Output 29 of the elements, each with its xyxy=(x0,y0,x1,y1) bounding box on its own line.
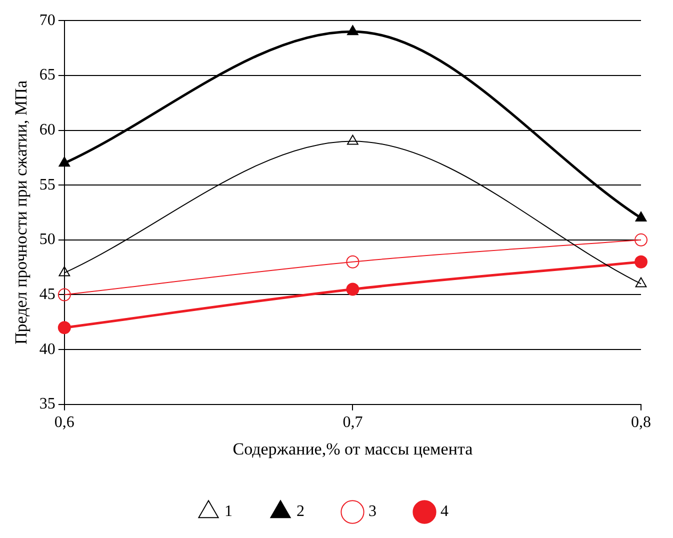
y-tick-label: 70 xyxy=(39,12,56,29)
legend-label: 3 xyxy=(368,503,376,520)
point xyxy=(634,255,648,268)
legend-label: 2 xyxy=(296,503,304,520)
y-tick-label: 45 xyxy=(39,286,56,303)
point xyxy=(58,321,71,334)
y-tick-label: 55 xyxy=(39,176,56,194)
y-tick-label: 60 xyxy=(39,121,56,138)
point xyxy=(347,25,358,36)
y-tick-label: 35 xyxy=(39,396,56,413)
point xyxy=(634,233,648,246)
legend-label: 4 xyxy=(440,503,448,520)
x-axis-title: Содержание,% от массы цемента xyxy=(232,439,474,458)
point xyxy=(58,156,70,167)
x-tick-label: 0,6 xyxy=(54,414,74,432)
point xyxy=(58,266,70,276)
y-tick-label: 40 xyxy=(39,340,56,358)
legend-label: 1 xyxy=(224,503,232,520)
y-tick-label: 50 xyxy=(39,231,56,248)
point xyxy=(635,211,647,222)
x-tick-label: 0,7 xyxy=(342,414,363,432)
point xyxy=(58,288,71,302)
x-tick-label: 0,8 xyxy=(631,414,651,432)
point xyxy=(346,255,360,268)
y-tick-label: 65 xyxy=(39,66,56,84)
point xyxy=(346,282,360,296)
y-axis-title: Предел прочности при сжатии, МПа xyxy=(12,80,31,344)
point xyxy=(635,277,647,288)
point xyxy=(347,134,358,145)
